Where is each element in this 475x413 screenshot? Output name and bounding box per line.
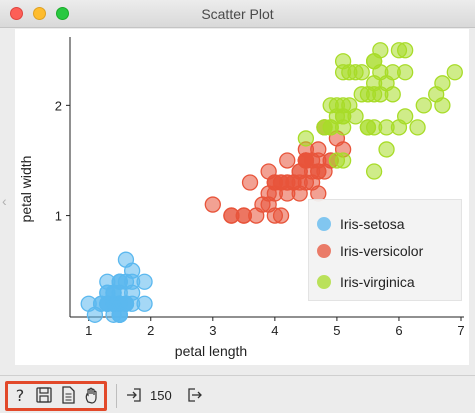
legend-swatch bbox=[317, 275, 331, 289]
data-point bbox=[248, 207, 265, 224]
data-point bbox=[136, 273, 153, 290]
save-icon[interactable] bbox=[35, 385, 53, 405]
data-point bbox=[409, 119, 426, 136]
data-point bbox=[297, 130, 315, 147]
y-tick-label: 1 bbox=[55, 209, 62, 224]
data-point bbox=[353, 64, 370, 81]
series-iris-setosa bbox=[80, 251, 153, 323]
data-point bbox=[223, 207, 240, 224]
data-point bbox=[105, 295, 122, 312]
scatter-plot[interactable]: 1 2 3 4 5 6 7 1 2 petal length petal width bbox=[15, 29, 469, 365]
data-point bbox=[365, 75, 383, 92]
x-tick-label: 3 bbox=[209, 323, 216, 338]
data-point bbox=[303, 163, 321, 180]
legend-label: Iris-virginica bbox=[340, 274, 415, 290]
series-iris-virginica bbox=[297, 42, 463, 180]
data-point bbox=[378, 141, 395, 158]
hand-icon[interactable] bbox=[83, 385, 101, 405]
x-tick-label: 2 bbox=[147, 323, 154, 338]
legend-swatch bbox=[317, 217, 331, 231]
data-point bbox=[359, 119, 377, 136]
data-point bbox=[272, 207, 290, 224]
data-point bbox=[365, 163, 383, 180]
data-point bbox=[279, 152, 296, 169]
output-icon[interactable] bbox=[186, 385, 204, 405]
data-point bbox=[241, 174, 259, 191]
data-point bbox=[434, 75, 451, 92]
data-point bbox=[384, 64, 401, 81]
close-window-button[interactable] bbox=[10, 7, 23, 20]
maximize-window-button[interactable] bbox=[56, 7, 69, 20]
svg-text:?: ? bbox=[16, 386, 25, 405]
legend-item-virginica[interactable]: Iris-virginica bbox=[317, 272, 415, 292]
legend-item-versicolor[interactable]: Iris-versicolor bbox=[317, 241, 423, 261]
series-iris-versicolor bbox=[204, 119, 352, 224]
data-point bbox=[316, 119, 333, 136]
legend-label: Iris-versicolor bbox=[340, 243, 424, 259]
legend[interactable]: Iris-setosa Iris-versicolor Iris-virgini… bbox=[308, 199, 462, 301]
x-axis-label: petal length bbox=[175, 343, 247, 359]
status-bar: ? 150 bbox=[0, 375, 475, 413]
x-tick-label: 5 bbox=[333, 323, 340, 338]
data-point bbox=[446, 64, 463, 81]
data-point bbox=[353, 86, 370, 103]
input-count: 150 bbox=[150, 388, 172, 403]
status-divider bbox=[116, 384, 117, 408]
report-icon[interactable] bbox=[59, 385, 77, 405]
data-point bbox=[136, 295, 153, 312]
data-point bbox=[334, 152, 352, 169]
legend-label: Iris-setosa bbox=[340, 216, 405, 232]
data-point bbox=[341, 97, 358, 114]
data-point bbox=[372, 42, 389, 59]
data-point bbox=[415, 97, 432, 114]
toolbar-highlight bbox=[5, 381, 107, 411]
legend-item-setosa[interactable]: Iris-setosa bbox=[317, 214, 405, 234]
x-tick-label: 6 bbox=[395, 323, 402, 338]
axes: 1 2 3 4 5 6 7 1 2 bbox=[55, 37, 465, 338]
y-axis-label: petal width bbox=[18, 156, 34, 223]
data-point bbox=[272, 174, 290, 191]
data-point bbox=[117, 251, 135, 268]
legend-swatch bbox=[317, 244, 331, 258]
data-point bbox=[204, 196, 221, 213]
x-tick-label: 7 bbox=[457, 323, 464, 338]
data-point bbox=[397, 108, 414, 125]
data-point bbox=[397, 42, 414, 59]
data-point bbox=[434, 97, 451, 114]
data-point bbox=[334, 119, 352, 136]
title-bar: Scatter Plot bbox=[0, 0, 475, 28]
input-icon[interactable] bbox=[125, 385, 143, 405]
window-title: Scatter Plot bbox=[201, 6, 274, 22]
data-points bbox=[80, 42, 463, 323]
minimize-window-button[interactable] bbox=[33, 7, 46, 20]
x-tick-label: 1 bbox=[85, 323, 92, 338]
chevron-left-icon[interactable]: ‹ bbox=[2, 193, 7, 209]
question-icon[interactable]: ? bbox=[11, 385, 29, 405]
y-tick-label: 2 bbox=[55, 98, 62, 113]
x-tick-label: 4 bbox=[271, 323, 278, 338]
